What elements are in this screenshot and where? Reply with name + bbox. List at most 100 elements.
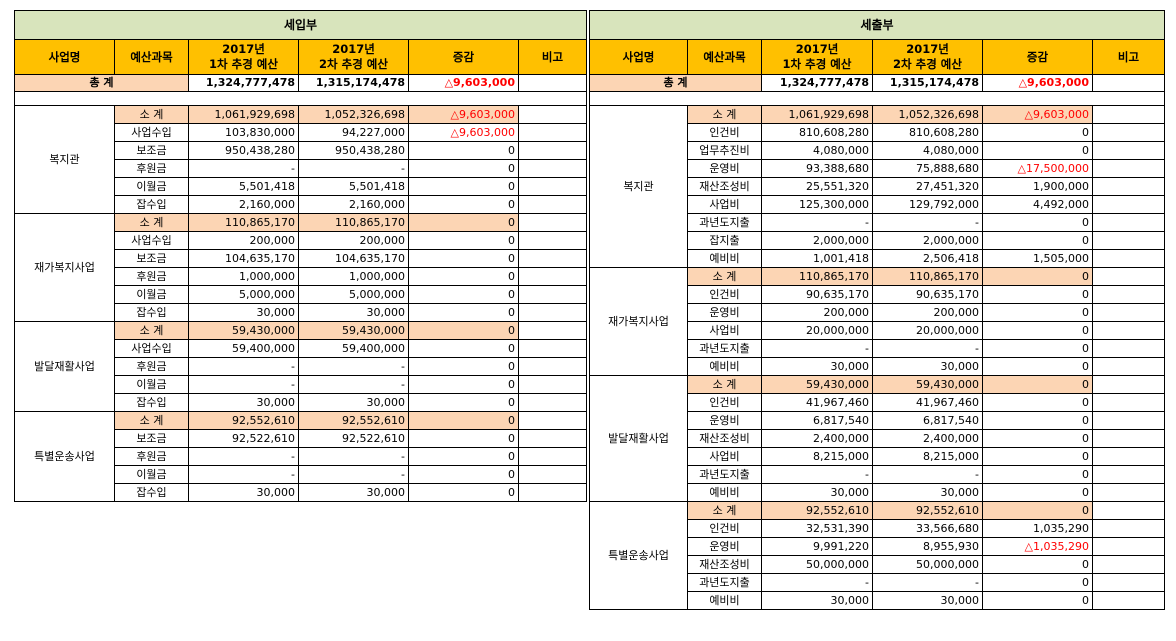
budget-2nd-revision: 1,000,000 [298,267,409,286]
column-header: 예산과목 [687,39,762,75]
budget-1st-revision: 92,522,610 [188,429,299,448]
budget-2nd-revision: 110,865,170 [872,267,983,286]
table-row: 특별운송사업 소 계 92,552,610 92,552,610 0 [14,411,587,502]
table-row: 인건비 32,531,390 33,566,680 1,035,290 [590,519,1165,538]
total-budget-2: 1,315,174,478 [298,74,409,92]
budget-2nd-revision: 6,817,540 [872,411,983,430]
budget-item: 인건비 [687,519,762,538]
budget-1st-revision: - [188,159,299,178]
table-row: 사업비 8,215,000 8,215,000 0 [590,447,1165,466]
budget-1st-revision: 1,000,000 [188,267,299,286]
budget-1st-revision: 200,000 [188,231,299,250]
total-budget-1: 1,324,777,478 [188,74,299,92]
budget-diff: △9,603,000 [982,105,1093,124]
budget-2nd-revision: 30,000 [872,357,983,376]
budget-1st-revision: - [188,447,299,466]
budget-item: 이월금 [114,465,189,484]
column-header: 사업명 [589,39,688,75]
budget-item: 인건비 [687,285,762,304]
table-row: 이월금 - -0 [15,465,587,484]
income-section: 세입부 사업명 예산과목 2017년 1차 추경 예산 2017년 2차 추경 예산 증감 비고… [14,10,587,502]
budget-item: 잡지출 [687,231,762,250]
budget-item: 재산조성비 [687,177,762,196]
table-row: 복지관 소 계 1,061,929,698 1,052,326,698 △9,603,0… [589,105,1165,268]
expense-section: 세출부 사업명 예산과목 2017년 1차 추경 예산 2017년 2차 추경 예산 증감 비고… [589,10,1165,610]
budget-2nd-revision: 59,430,000 [872,375,983,394]
budget-1st-revision: 810,608,280 [761,123,873,142]
budget-item: 예비비 [687,483,762,502]
budget-1st-revision: 30,000 [188,483,299,502]
budget-2nd-revision: 200,000 [298,231,409,250]
budget-1st-revision: 104,635,170 [188,249,299,268]
budget-2nd-revision: 92,522,610 [298,429,409,448]
budget-2nd-revision: 8,955,930 [872,537,983,556]
budget-diff: 0 [408,393,519,412]
note [1092,123,1165,142]
budget-1st-revision: 30,000 [188,303,299,322]
budget-1st-revision: 950,438,280 [188,141,299,160]
note [518,141,587,160]
budget-2nd-revision: 200,000 [872,303,983,322]
budget-1st-revision: - [188,357,299,376]
budget-item: 인건비 [687,393,762,412]
income-table: 세입부 사업명 예산과목 2017년 1차 추경 예산 2017년 2차 추경 예산 증감 비고… [14,10,587,502]
budget-item: 재산조성비 [687,429,762,448]
budget-item: 사업비 [687,321,762,340]
table-row: 보조금 950,438,280 950,438,280 0 [15,141,587,160]
program-name: 특별운송사업 [14,411,115,502]
budget-2nd-revision: - [298,375,409,394]
budget-item: 운영비 [687,159,762,178]
table-row: 운영비 6,817,540 6,817,540 0 [590,411,1165,430]
budget-2nd-revision: 2,000,000 [872,231,983,250]
note [518,465,587,484]
budget-item: 후원금 [114,159,189,178]
budget-item: 소 계 [114,321,189,340]
note [1092,105,1165,124]
budget-diff: 0 [408,429,519,448]
table-row: 발달재활사업 소 계 59,430,000 59,430,000 0 [589,375,1165,502]
table-row: 이월금 - -0 [15,375,587,394]
table-row: 재산조성비 50,000,000 50,000,000 0 [590,555,1165,574]
note [1092,195,1165,214]
budget-diff: 0 [982,231,1093,250]
budget-diff: 0 [982,483,1093,502]
budget-2nd-revision: 90,635,170 [872,285,983,304]
budget-2nd-revision: 30,000 [872,591,983,610]
column-header: 예산과목 [114,39,189,75]
budget-item: 소 계 [114,105,189,124]
note [1092,537,1165,556]
budget-diff: 0 [982,339,1093,358]
table-row: 운영비 9,991,220 8,955,930 △1,035,290 [590,537,1165,556]
budget-1st-revision: 41,967,460 [761,393,873,412]
note [518,339,587,358]
budget-diff: △9,603,000 [408,105,519,124]
note [1092,357,1165,376]
budget-1st-revision: 5,000,000 [188,285,299,304]
budget-item: 잡수입 [114,393,189,412]
budget-1st-revision: 90,635,170 [761,285,873,304]
budget-diff: 0 [408,339,519,358]
budget-diff: △1,035,290 [982,537,1093,556]
budget-2nd-revision: 4,080,000 [872,141,983,160]
total-budget-1: 1,324,777,478 [761,74,873,92]
note [1092,321,1165,340]
column-header: 2017년 2차 추경 예산 [298,39,409,75]
note [1092,591,1165,610]
program-name: 복지관 [589,105,688,268]
note [518,411,587,430]
budget-item: 과년도지출 [687,339,762,358]
budget-diff: 0 [982,123,1093,142]
budget-diff: 0 [982,303,1093,322]
budget-diff: 4,492,000 [982,195,1093,214]
table-row: 업무추진비 4,080,000 4,080,000 0 [590,141,1165,160]
budget-2nd-revision: 27,451,320 [872,177,983,196]
budget-1st-revision: - [761,465,873,484]
budget-diff: 0 [408,159,519,178]
table-row: 잡수입 30,000 30,000 0 [15,303,587,322]
budget-2nd-revision: 50,000,000 [872,555,983,574]
budget-item: 보조금 [114,429,189,448]
expense-title-row: 세출부 [589,10,1165,40]
budget-item: 예비비 [687,357,762,376]
budget-1st-revision: 1,061,929,698 [188,105,299,124]
budget-diff: 1,035,290 [982,519,1093,538]
